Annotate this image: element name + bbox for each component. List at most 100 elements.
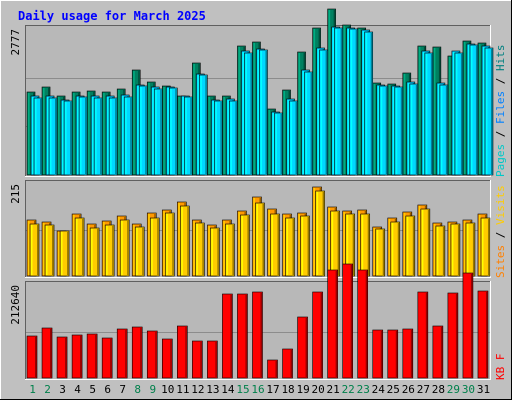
bar-pages-day-27	[424, 52, 434, 176]
bar-hits-day-17-highlight	[268, 110, 271, 174]
bar-kb-day-15-highlight	[238, 295, 240, 377]
bar-visits-day-17-shadow	[277, 215, 280, 275]
bar-visits-day-28-highlight	[436, 227, 439, 275]
bar-kb-day-9-body	[146, 330, 158, 379]
bar-kb-day-16-body	[252, 291, 263, 379]
bar-pages-day-7-body	[123, 96, 133, 176]
bar-visits-day-10-highlight	[166, 214, 168, 275]
bar-pages-day-22	[349, 28, 358, 176]
bar-visits-day-14-shadow	[232, 225, 234, 275]
bar-visits-day-6-shadow	[112, 226, 114, 275]
day-label-19: 19	[296, 383, 309, 396]
bar-visits-day-5-highlight	[91, 229, 93, 275]
bar-pages-day-13-body	[214, 100, 223, 176]
bar-hits-day-11-highlight	[178, 97, 180, 174]
bar-pages-day-19-body	[304, 71, 313, 176]
bar-visits-day-7-highlight	[121, 221, 123, 275]
bar-kb-day-30-shadow	[470, 274, 473, 377]
bar-visits-day-12-shadow	[202, 224, 204, 275]
bar-pages-day-23-body	[364, 31, 374, 176]
bar-hits-day-18-highlight	[283, 91, 286, 174]
bar-pages-day-7-shadow	[130, 98, 132, 174]
bar-visits-day-14	[225, 223, 235, 277]
panel-middle-ymax-label: 215	[9, 184, 22, 204]
bar-pages-day-30-shadow	[475, 46, 478, 174]
bar-files-day-20-highlight	[317, 49, 320, 174]
bar-kb-day-18-highlight	[283, 350, 286, 377]
bar-pages-day-31	[484, 47, 494, 176]
bar-hits-day-31-highlight	[478, 44, 481, 174]
bar-files-day-29-highlight	[452, 52, 455, 174]
bar-kb-day-5-shadow	[95, 335, 97, 377]
day-label-9: 9	[149, 383, 156, 396]
day-label-23: 23	[357, 383, 370, 396]
bar-hits-day-28-highlight	[433, 48, 436, 174]
bar-visits-day-24-highlight	[376, 230, 379, 275]
bar-kb-day-16-shadow	[260, 293, 262, 377]
bar-sites-day-12-highlight	[193, 221, 195, 275]
bar-kb-day-12-highlight	[193, 342, 195, 377]
bar-kb-day-2-highlight	[43, 329, 45, 377]
bar-pages-day-5-highlight	[95, 99, 97, 174]
bar-kb-day-29	[447, 292, 459, 379]
day-label-18: 18	[281, 383, 294, 396]
bar-pages-day-13-highlight	[215, 102, 217, 174]
bar-pages-day-16-body	[259, 49, 268, 176]
bar-kb-day-16	[252, 291, 263, 379]
bar-visits-day-17-highlight	[271, 215, 274, 275]
bar-kb-day-29-shadow	[455, 294, 458, 377]
bar-hits-day-5-highlight	[88, 92, 90, 174]
bar-visits-day-22-highlight	[346, 215, 349, 275]
bar-visits-day-27-body	[420, 208, 431, 277]
bar-visits-day-5-shadow	[97, 229, 99, 275]
bar-pages-day-24-shadow	[385, 87, 388, 174]
bar-hits-day-20-highlight	[313, 29, 316, 174]
bar-visits-day-2-shadow	[52, 226, 54, 275]
bar-pages-day-15-body	[244, 52, 253, 176]
bar-visits-day-9	[149, 217, 160, 277]
chart-title: Daily usage for March 2025	[18, 9, 206, 23]
bar-kb-day-11-highlight	[178, 327, 180, 377]
panel-bottom: 212640 KB F	[9, 263, 507, 380]
bar-kb-day-14-highlight	[223, 295, 225, 377]
bar-visits-day-28-body	[435, 225, 446, 277]
bar-visits-day-1	[29, 223, 40, 277]
bar-visits-day-4-shadow	[82, 219, 84, 275]
bar-hits-day-15-highlight	[238, 47, 240, 174]
bar-kb-day-25-body	[387, 329, 399, 379]
bar-visits-day-16	[255, 202, 265, 277]
bar-pages-day-13	[214, 100, 223, 176]
bar-visits-day-14-highlight	[226, 225, 228, 275]
bar-pages-day-7-highlight	[125, 98, 127, 174]
bar-kb-day-7	[116, 328, 128, 379]
bar-kb-day-11-body	[177, 325, 188, 379]
bar-sites-day-27-highlight	[418, 206, 421, 275]
bar-visits-day-6	[104, 224, 115, 277]
bar-sites-day-30-highlight	[463, 221, 466, 275]
bar-kb-day-9-shadow	[155, 332, 157, 377]
bar-kb-day-6	[101, 337, 113, 379]
bar-pages-day-28-highlight	[440, 86, 443, 174]
bar-pages-day-1	[33, 97, 43, 176]
bar-visits-day-1-shadow	[37, 225, 39, 275]
bar-kb-day-20	[312, 291, 323, 379]
bar-kb-day-18-body	[282, 348, 293, 379]
bar-kb-day-31-highlight	[478, 292, 481, 377]
bar-pages-day-2-shadow	[55, 99, 57, 174]
day-label-24: 24	[372, 383, 386, 396]
bar-visits-day-25-highlight	[391, 223, 394, 275]
bar-kb-day-16-highlight	[253, 293, 255, 377]
bar-files-day-8-highlight	[137, 86, 139, 174]
day-label-10: 10	[161, 383, 174, 396]
bar-files-day-10-highlight	[167, 88, 169, 174]
bar-pages-day-26-body	[409, 83, 419, 176]
bar-pages-day-6-shadow	[115, 99, 117, 174]
bar-hits-day-29-highlight	[448, 57, 451, 174]
bar-kb-day-9-highlight	[148, 332, 150, 377]
bar-files-day-5-highlight	[92, 97, 94, 174]
bar-sites-day-20-highlight	[313, 188, 316, 275]
bar-hits-day-27-highlight	[418, 47, 421, 174]
bar-pages-day-25-body	[394, 86, 404, 176]
bar-pages-day-2	[48, 97, 58, 176]
bar-sites-day-17-highlight	[268, 210, 271, 275]
